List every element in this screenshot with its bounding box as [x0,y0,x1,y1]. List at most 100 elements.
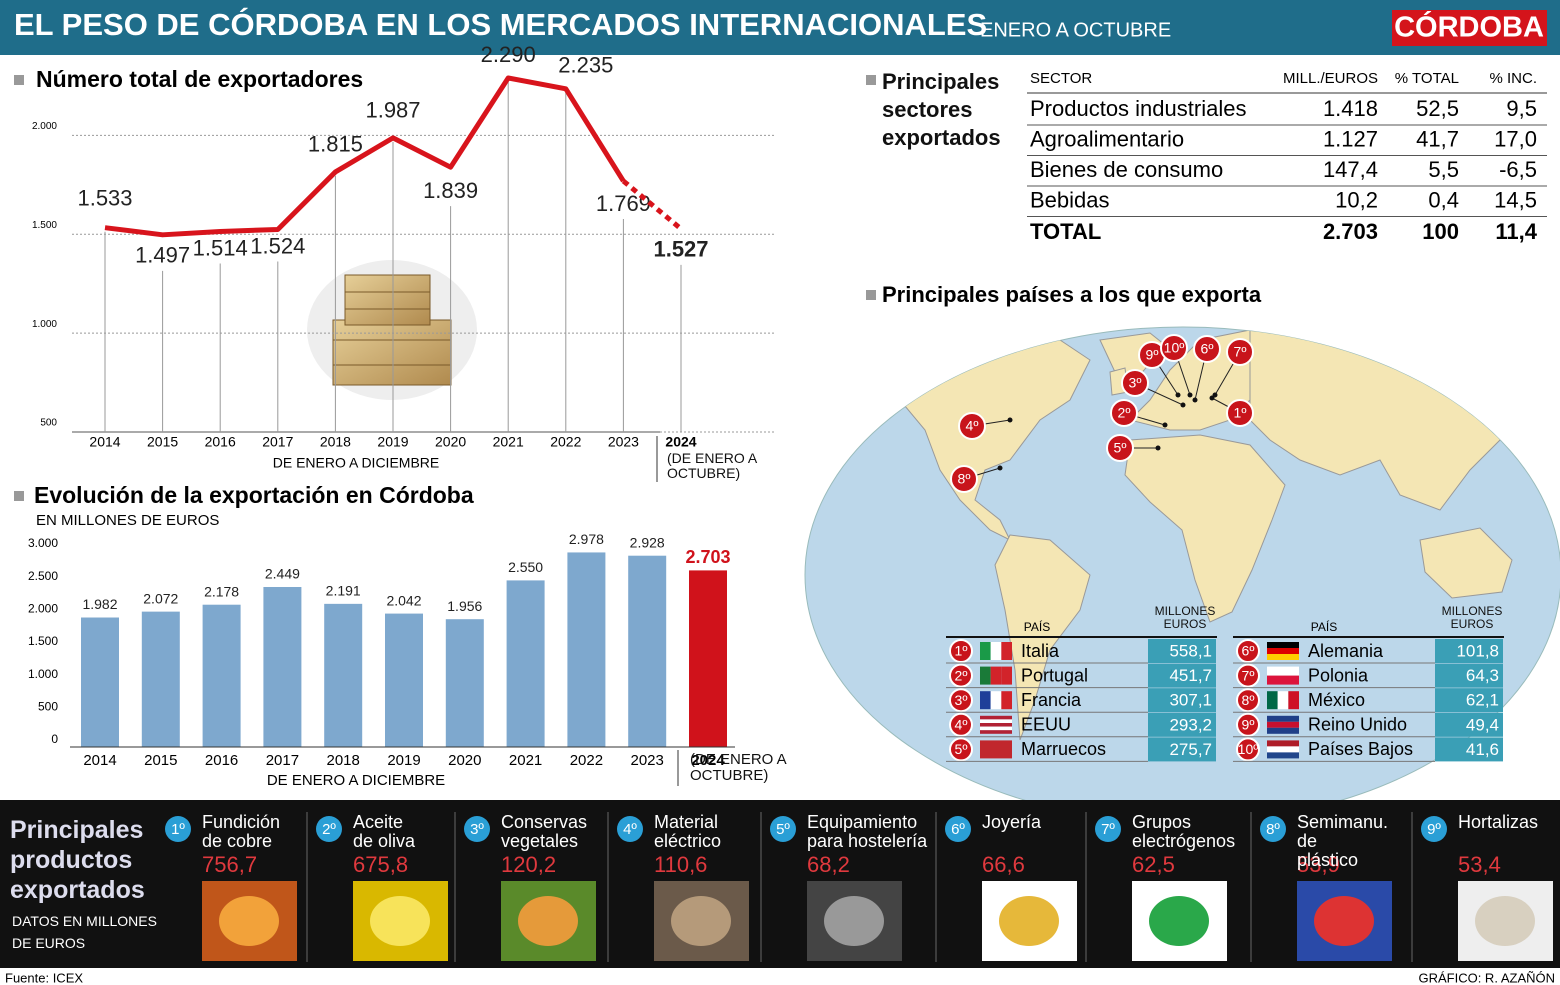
rank-label: 8º [1266,821,1280,838]
product-photo-detail [671,896,731,946]
cell: Agroalimentario [1030,126,1184,151]
source: Fuente: ICEX [5,970,83,985]
rank-badge [165,816,191,842]
flag [980,723,1012,727]
product-value: 66,6 [982,852,1025,877]
product-name: Conservas vegetales [501,812,588,851]
bar [202,604,241,747]
rank-label: 7º [1242,667,1255,683]
product-name: Aceite de oliva [353,812,416,851]
product-value: 756,7 [202,852,257,877]
value-label: 1.514 [193,235,248,260]
product-name: Equipamiento para hostelería [807,812,928,851]
product-name: Semimanu. de plástico [1297,812,1389,870]
value-label: 2.072 [143,590,178,606]
section-title: Principales países a los que exporta [882,282,1262,307]
cell: 41,7 [1416,126,1459,151]
value-label: 2.703 [685,547,730,567]
product-value: 53,9 [1297,852,1340,877]
country-value: 275,7 [1169,740,1212,759]
rank-marker [949,688,973,713]
x-tick-label: 2022 [570,752,603,769]
value-label: 2.290 [481,42,536,67]
rank-label: 1º [1234,405,1247,421]
x-tick-label: 2016 [205,752,238,769]
bar [385,613,423,747]
value-cell [1148,737,1216,762]
country-value: 101,8 [1456,641,1499,660]
value-label: 2.042 [386,592,421,608]
rank-label: 10º [1238,741,1259,757]
flag [1288,691,1299,710]
country-name: México [1308,690,1365,710]
flag [1267,691,1278,710]
value-cell [1148,663,1216,688]
rank-label: 8º [1242,692,1255,708]
rank-label: 10º [1164,340,1185,356]
country-name: Italia [1021,641,1060,661]
y-tick-label: 1.000 [32,319,57,330]
flag [990,642,1002,660]
column-header: MILL./EUROS [1283,70,1378,87]
x-tick-label: 2019 [377,434,408,450]
section-subtitle: DATOS EN MILLONES DE EUROS [12,913,157,951]
flag [980,691,991,710]
value-label: 2.449 [265,566,300,582]
flag [1001,642,1012,660]
rank-badge [1421,816,1447,842]
country-name: Alemania [1308,641,1384,661]
rank-label: 4º [966,418,979,434]
country-name: Reino Unido [1308,715,1407,735]
location-dot [1192,397,1198,403]
y-tick-label: 2.000 [28,602,58,616]
section-title: Principales productos exportados [10,816,145,904]
value-label: 1.497 [135,243,190,268]
x-tick-label: 2017 [266,752,299,769]
product-value: 110,6 [654,852,707,877]
rank-label: 9º [1242,717,1255,733]
y-tick-label: 0 [51,732,58,746]
crates-image [307,260,477,400]
product-photo-detail [518,896,578,946]
cell: 9,5 [1506,96,1537,121]
column-header: SECTOR [1030,70,1092,87]
rank-label: 9º [1427,821,1441,838]
location-dot [1180,402,1186,408]
column-header: PAÍS [1311,619,1337,634]
x-note: DE ENERO A DICIEMBRE [273,455,439,471]
x-tick-label: 2020 [435,434,466,450]
product-name: Fundición de cobre [202,812,281,851]
flag [1267,715,1299,722]
flag [1277,691,1289,710]
rank-marker [1110,399,1138,427]
x-tick-label: 2020 [448,752,481,769]
rank-marker [1193,335,1221,363]
bar [81,617,119,747]
product-photo-detail [370,896,430,946]
flag [990,691,1002,710]
value-cell [1148,712,1216,737]
country-name: EEUU [1021,715,1071,735]
value-label: 2.550 [508,559,543,575]
country-value: 49,4 [1466,715,1499,734]
rank-marker [1226,399,1254,427]
cell: 1.127 [1323,126,1378,151]
cell: 10,2 [1335,187,1378,212]
country-value: 558,1 [1169,641,1212,660]
product-value: 120,2 [501,852,556,877]
x-tick-label: 2015 [144,752,177,769]
cell: 1.418 [1323,96,1378,121]
rank-label: 7º [1101,821,1115,838]
rank-marker [1226,338,1254,366]
bar [506,580,545,747]
rank-marker [958,412,986,440]
cell: 147,4 [1323,157,1378,182]
flag [1267,746,1299,753]
value-label: 2.191 [326,583,361,599]
value-label: 2.178 [204,583,239,599]
x-tick-label: 2014 [83,752,116,769]
value-label: 1.533 [77,186,132,211]
rank-label: 8º [958,471,971,487]
rank-label: 1º [171,821,185,838]
